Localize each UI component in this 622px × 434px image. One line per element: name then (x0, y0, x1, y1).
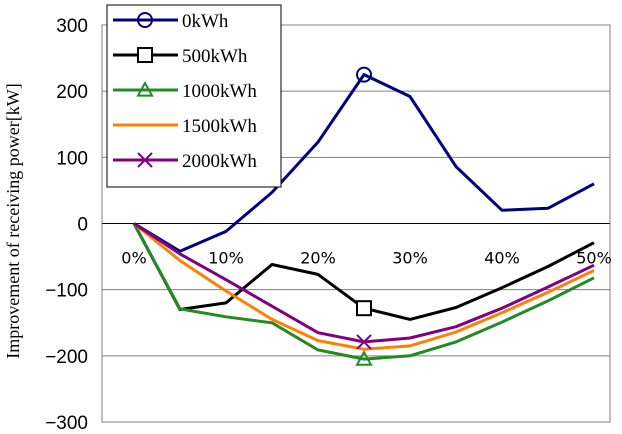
x-tick-label: 40% (484, 249, 520, 268)
series-line-0kWh (133, 73, 595, 253)
y-tick-label: −300 (45, 413, 88, 434)
x-axis-ticks: 0% 10% 20% 30% 40% 50% (121, 249, 611, 268)
x-tick-label: 20% (300, 249, 336, 268)
marker-square (137, 47, 153, 63)
y-axis-ticks: −300 −200 −100 0 100 200 300 (45, 16, 88, 434)
legend-label: 0kWh (182, 11, 229, 32)
y-tick-label: 0 (77, 215, 88, 236)
y-tick-label: −200 (45, 347, 88, 368)
legend-label: 2000kWh (182, 151, 257, 172)
plot-area (101, 24, 611, 423)
y-tick-label: −100 (45, 281, 88, 302)
legend-label: 1000kWh (182, 81, 257, 102)
legend-label: 500kWh (182, 46, 248, 67)
marker-x (356, 334, 372, 350)
x-tick-label: 50% (576, 249, 612, 268)
legend-label: 1500kWh (182, 116, 257, 137)
marker-triangle (355, 350, 373, 366)
marker-circle (137, 12, 153, 28)
legend-box (106, 4, 282, 188)
x-tick-label: 0% (121, 249, 146, 268)
series-line-1000kWh (132, 222, 595, 361)
series-line-1500kWh (133, 222, 595, 351)
marker-square (356, 300, 372, 317)
marker-x (137, 152, 153, 168)
y-axis-label: Improvement of receiving power[kW] (3, 83, 23, 358)
marker-triangle (136, 80, 154, 97)
y-tick-label: 100 (56, 148, 88, 169)
marker-circle (356, 66, 372, 83)
x-tick-label: 10% (208, 249, 244, 268)
x-tick-label: 30% (392, 249, 428, 268)
y-tick-label: 300 (56, 16, 88, 37)
series-markers (355, 66, 373, 366)
legend: 0kWh 500kWh 1000kWh 1500kWh 2000kWh (106, 4, 282, 188)
y-tick-label: 200 (56, 82, 88, 103)
